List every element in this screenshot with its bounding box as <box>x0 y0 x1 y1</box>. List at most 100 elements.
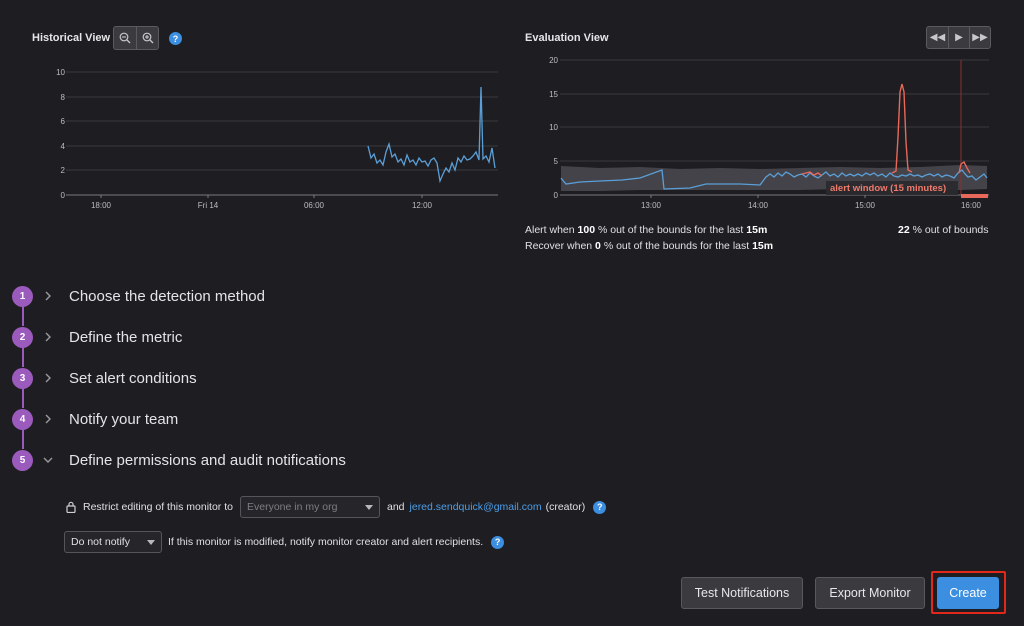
step-label: Define permissions and audit notificatio… <box>69 451 346 469</box>
notify-select[interactable]: Do not notify <box>64 531 162 553</box>
alert-window-label: alert window (15 minutes) <box>830 183 946 194</box>
historical-y-ticks: 10 8 6 4 2 0 <box>56 68 65 200</box>
evaluation-y-tick: 20 <box>549 56 558 65</box>
restrict-editing-select[interactable]: Everyone in my org <box>239 496 380 518</box>
creator-suffix: (creator) <box>545 501 586 513</box>
evaluation-series-line <box>560 169 988 190</box>
historical-chart: 10 8 6 4 2 0 18:00 Fri 14 06:00 12:00 <box>56 68 498 210</box>
chevron-right-icon <box>43 414 59 424</box>
step-connector <box>22 429 24 449</box>
evaluation-y-tick: 15 <box>549 90 558 99</box>
step-connector <box>22 347 24 367</box>
recover-rule-text: Recover when 0 % out of the bounds for t… <box>525 240 773 252</box>
notify-row: Do not notify If this monitor is modifie… <box>64 531 505 553</box>
chevron-right-icon <box>43 332 59 342</box>
out-of-bounds-suffix: % out of bounds <box>912 224 989 236</box>
step-permissions[interactable]: 5 Define permissions and audit notificat… <box>12 449 412 471</box>
historical-view-title: Historical View <box>32 32 111 44</box>
alert-rule-window: 15m <box>746 224 768 236</box>
notify-help-icon[interactable]: ? <box>491 535 505 549</box>
chevron-right-icon <box>43 291 59 301</box>
restrict-editing-row: Restrict editing of this monitor to Ever… <box>66 496 607 518</box>
evaluation-x-tick: 15:00 <box>855 201 876 210</box>
historical-x-tick: 06:00 <box>304 201 325 210</box>
test-notifications-button[interactable]: Test Notifications <box>681 577 803 609</box>
play-icon: ▶ <box>955 32 963 43</box>
evaluation-view-title: Evaluation View <box>525 32 609 44</box>
export-monitor-button[interactable]: Export Monitor <box>815 577 925 609</box>
chevron-down-icon <box>43 455 59 465</box>
step-label: Set alert conditions <box>69 369 197 387</box>
evaluation-y-tick: 10 <box>549 123 558 132</box>
evaluation-alert-band <box>961 194 988 198</box>
alert-rule-middle: % out of the bounds for the last <box>597 224 744 236</box>
historical-y-tick: 0 <box>61 191 66 200</box>
evaluation-y-ticks: 20 15 10 5 0 <box>549 56 558 200</box>
step-notify-team[interactable]: 4 Notify your team <box>12 408 412 430</box>
restrict-label: Restrict editing of this monitor to <box>83 501 233 513</box>
restrict-help-icon[interactable]: ? <box>593 500 607 514</box>
step-number: 2 <box>12 326 33 348</box>
rewind-icon: ◀◀ <box>929 32 946 43</box>
caret-down-icon <box>364 504 373 510</box>
evaluation-alert-segment-2 <box>958 160 971 174</box>
step-connector <box>22 306 24 326</box>
and-text: and <box>386 501 405 513</box>
evaluation-x-tick: 13:00 <box>641 201 662 210</box>
recover-rule-prefix: Recover when <box>525 240 593 252</box>
chevron-right-icon <box>43 373 59 383</box>
historical-x-tick: Fri 14 <box>198 201 219 210</box>
step-number: 3 <box>12 367 33 389</box>
step-alert-conditions[interactable]: 3 Set alert conditions <box>12 367 412 389</box>
evaluation-alert-spike <box>891 83 913 174</box>
evaluation-x-ticks: 13:00 14:00 15:00 16:00 <box>641 195 982 210</box>
create-button[interactable]: Create <box>937 577 999 609</box>
zoom-out-icon <box>119 32 131 44</box>
create-button-highlight <box>931 571 1006 614</box>
historical-help-icon[interactable]: ? <box>169 32 182 45</box>
out-of-bounds-text: 22 % out of bounds <box>898 224 989 236</box>
step-label: Define the metric <box>69 328 183 346</box>
alert-window-label-bg <box>826 181 958 195</box>
evaluation-y-tick: 5 <box>554 157 559 166</box>
lock-icon <box>66 501 76 513</box>
historical-series-line <box>367 86 496 184</box>
step-define-metric[interactable]: 2 Define the metric <box>12 326 412 348</box>
notify-select-value: Do not notify <box>71 536 130 548</box>
creator-email-link[interactable]: jered.sendquick@gmail.com <box>409 501 542 513</box>
zoom-controls <box>113 26 159 50</box>
caret-down-icon <box>147 539 155 545</box>
fast-forward-button[interactable]: ▶▶ <box>969 27 990 48</box>
out-of-bounds-value: 22 <box>898 224 910 236</box>
evaluation-x-tick: 14:00 <box>748 201 769 210</box>
step-label: Notify your team <box>69 410 179 428</box>
notify-text: If this monitor is modified, notify moni… <box>168 536 484 548</box>
fast-forward-icon: ▶▶ <box>972 32 988 43</box>
historical-y-tick: 8 <box>61 93 66 102</box>
evaluation-chart: 20 15 10 5 0 13:00 14:00 15:00 16:00 ale… <box>549 56 989 210</box>
step-connector <box>22 388 24 408</box>
evaluation-y-tick: 0 <box>554 191 559 200</box>
evaluation-alert-segment-1 <box>801 171 823 177</box>
evaluation-x-tick: 16:00 <box>961 201 982 210</box>
step-number: 1 <box>12 285 33 307</box>
step-detection-method[interactable]: 1 Choose the detection method <box>12 285 412 307</box>
play-button[interactable]: ▶ <box>948 27 969 48</box>
zoom-in-button[interactable] <box>136 27 158 49</box>
step-label: Choose the detection method <box>69 287 265 305</box>
historical-y-tick: 2 <box>61 166 66 175</box>
alert-rule-prefix: Alert when <box>525 224 575 236</box>
rewind-button[interactable]: ◀◀ <box>927 27 948 48</box>
historical-x-tick: 12:00 <box>412 201 433 210</box>
recover-rule-middle: % out of the bounds for the last <box>603 240 750 252</box>
recover-rule-percent: 0 <box>595 240 601 252</box>
step-number: 4 <box>12 408 33 430</box>
restrict-editing-placeholder: Everyone in my org <box>246 501 338 513</box>
historical-x-tick: 18:00 <box>91 201 112 210</box>
historical-x-ticks: 18:00 Fri 14 06:00 12:00 <box>91 195 433 210</box>
evaluation-gridlines <box>560 59 989 162</box>
historical-y-tick: 10 <box>56 68 65 77</box>
recover-rule-window: 15m <box>752 240 774 252</box>
zoom-out-button[interactable] <box>114 27 136 49</box>
historical-y-tick: 4 <box>61 142 66 151</box>
